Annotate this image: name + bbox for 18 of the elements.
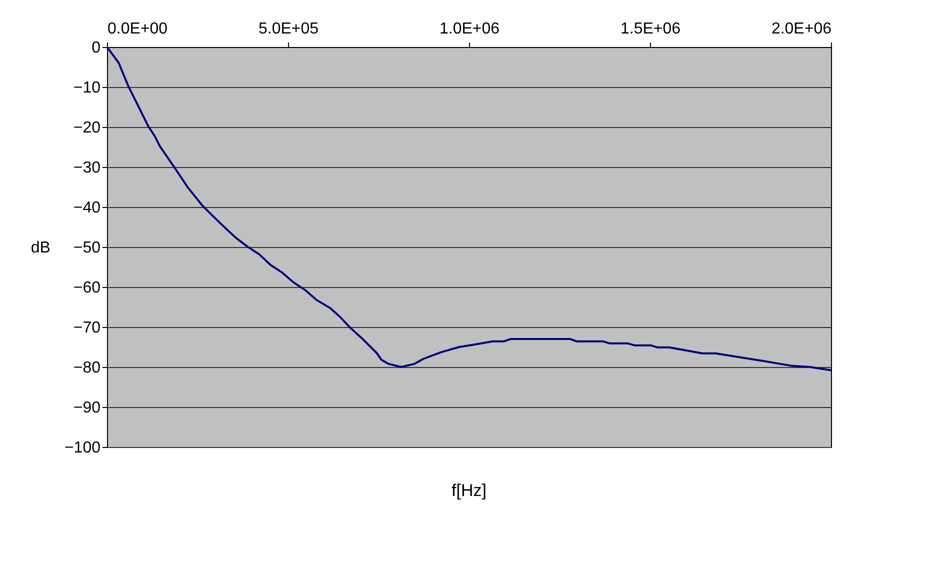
y-axis-title: dB xyxy=(30,240,50,256)
y-tick-label: −70 xyxy=(73,320,101,336)
y-tick-label: 0 xyxy=(92,40,101,56)
y-tick-label: −10 xyxy=(73,80,101,96)
y-tick-label: −30 xyxy=(73,160,101,176)
y-tick-label: −60 xyxy=(73,280,101,296)
y-tick-label: −50 xyxy=(73,240,101,256)
y-tick-label: −40 xyxy=(73,200,101,216)
x-axis-title: f[Hz] xyxy=(452,481,486,500)
y-tick-label: −90 xyxy=(73,400,101,416)
y-tick-label: −20 xyxy=(73,120,101,136)
y-tick-label: −80 xyxy=(73,360,101,376)
x-tick-label: 2.0E+06 xyxy=(771,20,832,38)
x-tick-label: 0.0E+00 xyxy=(108,20,168,38)
x-tick-label: 1.5E+06 xyxy=(620,20,681,38)
x-tick-label: 1.0E+06 xyxy=(439,20,500,38)
y-tick-label: −100 xyxy=(64,440,101,456)
x-tick-label: 5.0E+05 xyxy=(258,20,319,38)
